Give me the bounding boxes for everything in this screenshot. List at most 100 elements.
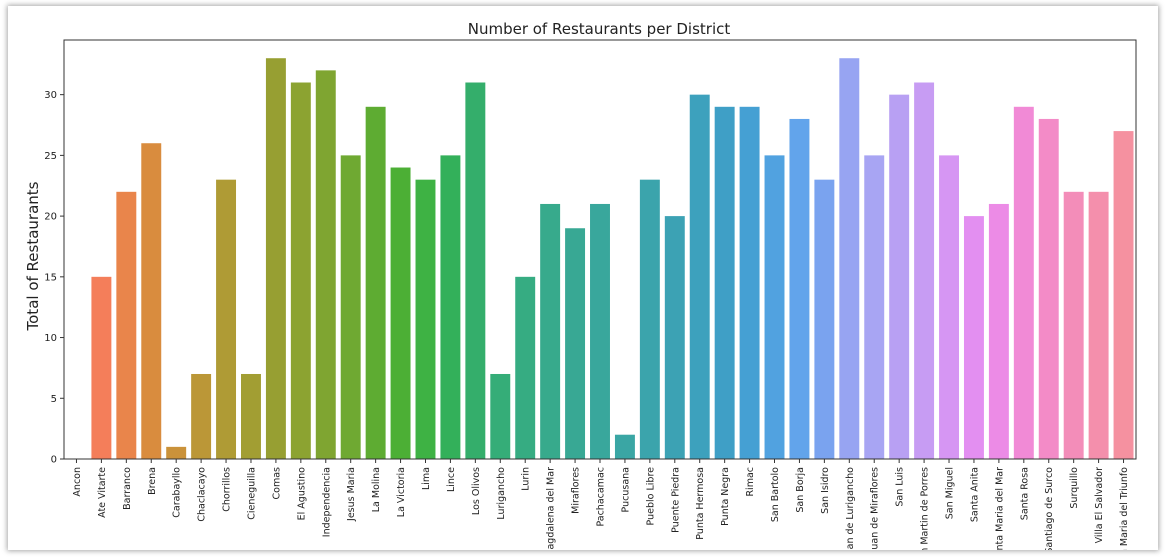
bar xyxy=(415,179,436,459)
y-axis-ticks: 0 5 10 15 20 25 30 xyxy=(44,90,64,466)
bar xyxy=(689,94,710,460)
x-tick-label: Santiago de Surco xyxy=(1044,467,1055,550)
x-tick-label: Punta Negra xyxy=(720,467,731,526)
chart-title: Number of Restaurants per District xyxy=(468,20,731,38)
bar xyxy=(540,203,561,459)
x-tick-label: Rimac xyxy=(745,467,756,497)
y-tick-label: 20 xyxy=(44,212,57,223)
bar xyxy=(365,106,386,459)
x-tick-label: Surquillo xyxy=(1069,467,1080,509)
bar xyxy=(939,155,959,459)
bars xyxy=(91,58,1134,460)
bar xyxy=(988,203,1009,459)
x-tick-label: Los Olivos xyxy=(471,467,482,515)
x-tick-label: San Miguel xyxy=(945,467,956,519)
bar xyxy=(290,82,311,459)
bar xyxy=(664,216,685,459)
bar xyxy=(639,179,660,459)
bar xyxy=(914,82,935,459)
bar xyxy=(116,191,137,460)
x-tick-label: Chaclacayo xyxy=(197,467,208,522)
x-tick-label: Villa Maria del Triunfo xyxy=(1119,467,1130,550)
x-tick-label: Barranco xyxy=(122,467,133,510)
bar xyxy=(241,373,261,459)
x-tick-label: Brena xyxy=(147,467,158,495)
x-tick-label: San Juan de Miraflores xyxy=(870,467,881,550)
bar xyxy=(614,434,635,459)
x-tick-label: Puente Piedra xyxy=(670,467,681,533)
x-tick-label: Punta Hermosa xyxy=(695,467,706,540)
x-axis-ticks: Ancon Ate Vitarte Barranco Brena Carabayllo C… xyxy=(72,459,1130,558)
x-tick-label: Pachacamac xyxy=(596,467,607,527)
x-tick-label: Independencia xyxy=(321,467,332,537)
bar xyxy=(315,70,336,460)
x-tick-label: El Agustino xyxy=(296,467,307,521)
x-tick-label: San Isidro xyxy=(820,467,831,514)
bar xyxy=(1088,191,1109,460)
x-tick-label: San Bartolo xyxy=(770,467,781,522)
bar xyxy=(1038,118,1059,460)
bar-chart: Number of Restaurants per District Total… xyxy=(24,20,1137,558)
bar xyxy=(739,106,760,459)
bar xyxy=(216,179,237,459)
x-tick-label: Magdalena del Mar xyxy=(546,467,557,550)
bar xyxy=(839,58,860,459)
bar xyxy=(265,58,286,459)
x-tick-label: Lince xyxy=(446,467,457,492)
bar xyxy=(1063,191,1084,460)
bar xyxy=(1013,106,1034,459)
y-tick-label: 5 xyxy=(51,394,57,405)
bar xyxy=(814,179,835,459)
x-tick-label: Carabayllo xyxy=(172,467,183,518)
y-tick-label: 15 xyxy=(44,272,57,283)
bar xyxy=(340,155,361,459)
x-tick-label: San Martin de Porres xyxy=(920,467,931,550)
x-tick-label: Jesus Maria xyxy=(346,467,357,522)
x-tick-label: San Luis xyxy=(895,467,906,507)
bar xyxy=(864,155,885,459)
bar xyxy=(963,216,984,459)
x-tick-label: San Juan de Lurigancho xyxy=(845,467,856,550)
bar xyxy=(166,446,187,459)
y-tick-label: 25 xyxy=(44,151,57,162)
bar xyxy=(191,373,212,459)
chart-frame: Number of Restaurants per District Total… xyxy=(8,6,1158,558)
bar xyxy=(889,94,910,460)
x-tick-label: San Borja xyxy=(795,467,806,513)
x-tick-label: La Molina xyxy=(371,467,382,512)
x-tick-label: Pucusana xyxy=(620,467,631,512)
x-tick-label: Villa El Salvador xyxy=(1094,467,1105,543)
x-tick-label: Pueblo Libre xyxy=(645,467,656,526)
bar xyxy=(789,118,810,460)
bar xyxy=(1113,131,1134,459)
bar xyxy=(465,82,486,459)
bar xyxy=(565,228,586,459)
plot-area-border xyxy=(63,39,1137,460)
x-tick-label: Comas xyxy=(271,467,282,500)
x-tick-label: Lurigancho xyxy=(496,467,507,520)
bar xyxy=(764,155,785,459)
x-tick-label: Santa Maria del Mar xyxy=(994,467,1005,550)
bar xyxy=(515,276,536,459)
y-axis-label: Total of Restaurants xyxy=(24,181,42,331)
bar xyxy=(141,143,162,460)
y-tick-label: 30 xyxy=(44,90,57,101)
x-tick-label: Chorrillos xyxy=(222,467,233,512)
bar xyxy=(490,373,511,459)
x-tick-label: Lurin xyxy=(521,467,532,491)
x-tick-label: Ancon xyxy=(72,467,83,497)
x-tick-label: Miraflores xyxy=(571,467,582,514)
x-tick-label: Cieneguilla xyxy=(246,467,257,520)
x-tick-label: Lima xyxy=(421,467,432,490)
x-tick-label: Santa Rosa xyxy=(1019,467,1030,520)
y-tick-label: 10 xyxy=(44,333,57,344)
x-tick-label: Santa Anita xyxy=(969,467,980,522)
x-tick-label: La Victoria xyxy=(396,467,407,517)
bar xyxy=(590,203,610,459)
bar xyxy=(714,106,735,459)
y-tick-label: 0 xyxy=(51,455,57,466)
bar xyxy=(440,155,461,459)
bar xyxy=(91,276,112,459)
x-tick-label: Ate Vitarte xyxy=(97,467,108,518)
bar xyxy=(390,167,411,460)
